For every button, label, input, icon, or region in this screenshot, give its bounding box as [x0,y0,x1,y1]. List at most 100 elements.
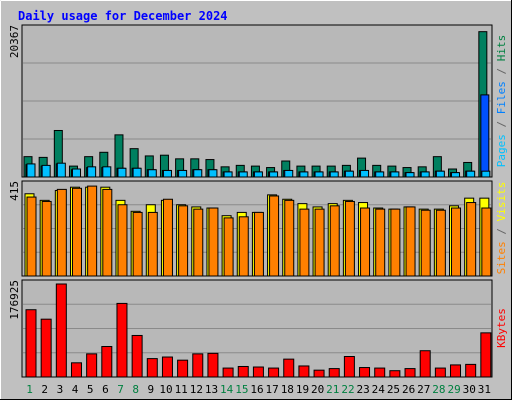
legend-entry: Hits [495,35,508,62]
bar-kbytes [313,369,325,378]
bar-kbytes [374,367,386,378]
day-label: 27 [417,383,430,396]
bar-pages [132,167,142,178]
bar-pages [375,171,385,178]
bar-kbytes [177,359,189,378]
bar-pages [329,171,339,178]
day-label: 4 [72,383,79,396]
panel-legend: Pages / Files / Hits [495,35,508,168]
panel-legend: KBytes [495,308,508,348]
legend-entry: Visits [495,182,508,222]
bar-kbytes [101,346,113,378]
bar-sites [481,207,492,277]
bar-sites [466,202,477,277]
bar-pages [360,169,370,178]
panel-hits-max-label: 20367 [8,25,21,58]
day-label: 21 [326,383,339,396]
bar-pages [71,168,81,178]
day-label: 22 [341,383,354,396]
bar-sites [284,199,295,277]
bar-pages [223,171,233,178]
bar-sites [132,211,143,277]
bar-pages [87,166,97,178]
bar-pages [284,169,294,178]
bar-kbytes [434,367,446,378]
bar-sites [223,217,234,277]
day-label: 28 [432,383,445,396]
panel-kbytes-max-label: 176925 [8,280,21,320]
bar-kbytes [359,367,371,378]
bar-sites [344,200,355,277]
day-label: 11 [175,383,188,396]
bar-sites [117,204,128,277]
bar-sites [299,208,310,277]
bar-pages [162,169,172,178]
day-label: 24 [372,383,386,396]
bar-pages [269,171,279,178]
legend-entry: / [495,114,508,134]
bar-pages [466,170,476,178]
bar-kbytes [404,368,416,378]
bar-kbytes [116,302,128,378]
bar-sites [208,207,219,277]
day-label: 17 [266,383,279,396]
bar-files [480,94,490,178]
day-label: 23 [357,383,370,396]
day-label: 12 [190,383,203,396]
bar-kbytes [25,309,37,378]
day-label: 19 [296,383,309,396]
bar-pages [420,171,430,178]
bar-kbytes [480,332,492,378]
bar-sites [451,207,462,277]
bar-sites [375,208,386,277]
day-label: 14 [220,383,234,396]
day-label: 26 [402,383,415,396]
day-label: 8 [132,383,139,396]
bar-kbytes [131,334,143,378]
bar-pages [451,172,461,178]
bar-pages [41,164,51,178]
bar-sites [420,209,431,277]
day-label: 29 [447,383,460,396]
bar-kbytes [465,363,477,378]
legend-entry: Pages [495,134,508,167]
bar-pages [208,169,218,178]
day-label: 5 [87,383,94,396]
day-label: 30 [463,383,476,396]
bar-pages [102,166,112,178]
bar-pages [344,170,354,178]
legend-entry: KBytes [495,308,508,348]
bar-pages [299,171,309,178]
day-label: 18 [281,383,294,396]
bar-kbytes [55,283,67,378]
bar-sites [405,206,416,277]
bar-kbytes [268,367,280,378]
panel-sites-max-label: 415 [8,181,21,201]
bar-sites [193,208,204,277]
day-label: 9 [148,383,155,396]
bar-sites [314,208,325,277]
day-label: 1 [26,383,33,396]
bar-pages [26,163,36,178]
bar-sites [435,209,446,277]
bar-kbytes [146,358,158,378]
bar-pages [117,167,127,178]
bar-kbytes [70,362,82,378]
legend-entry: Sites [495,241,508,274]
bar-sites [269,195,280,277]
bar-kbytes [86,353,98,378]
bar-sites [329,205,340,277]
bar-kbytes [192,353,204,378]
bar-kbytes [328,368,340,378]
day-label: 7 [117,383,124,396]
day-label: 16 [250,383,263,396]
bar-kbytes [207,352,219,378]
bar-kbytes [40,318,52,378]
bar-sites [390,208,401,277]
legend-entry: / [495,221,508,241]
bar-kbytes [450,364,462,378]
bar-sites [360,207,371,277]
bar-pages [253,171,263,178]
bar-sites [147,211,158,277]
